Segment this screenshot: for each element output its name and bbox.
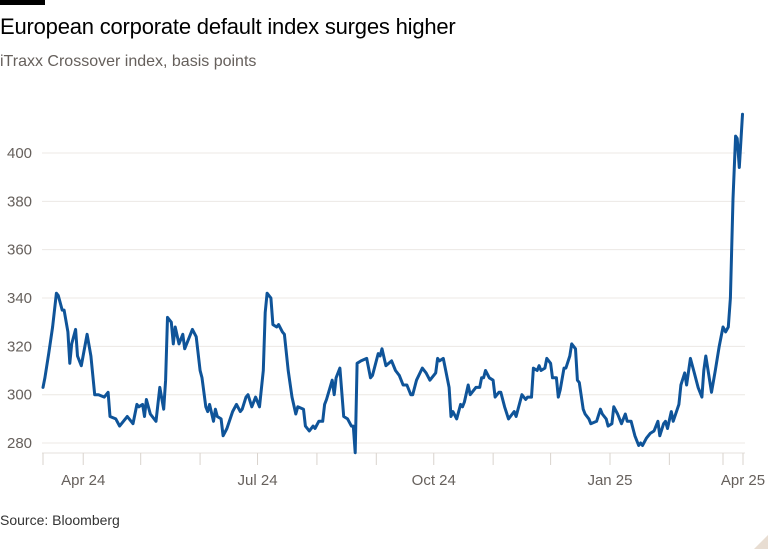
y-tick-label: 360 xyxy=(7,242,32,259)
y-tick-label: 300 xyxy=(7,387,32,404)
brand-bar xyxy=(0,0,45,5)
x-tick-label: Jul 24 xyxy=(238,472,278,489)
x-tick-label: Apr 24 xyxy=(61,472,105,489)
corner-fold xyxy=(754,535,768,549)
chart-title: European corporate default index surges … xyxy=(0,14,456,39)
series-line xyxy=(41,112,744,455)
source-note: Source: Bloomberg xyxy=(0,512,120,528)
x-tick-label: Oct 24 xyxy=(412,472,456,489)
y-tick-label: 320 xyxy=(7,338,32,355)
chart-subtitle: iTraxx Crossover index, basis points xyxy=(0,53,257,70)
x-tick-label: Jan 25 xyxy=(587,472,632,489)
y-tick-label: 280 xyxy=(7,435,32,452)
x-tick-label: Apr 25 xyxy=(721,472,765,489)
y-tick-label: 400 xyxy=(7,145,32,162)
y-tick-label: 340 xyxy=(7,290,32,307)
y-axis: 280 300 320 340 360 380 400 xyxy=(7,145,32,452)
y-tick-label: 380 xyxy=(7,193,32,210)
x-axis: Apr 24 Jul 24 Oct 24 Jan 25 Apr 25 xyxy=(42,452,765,489)
